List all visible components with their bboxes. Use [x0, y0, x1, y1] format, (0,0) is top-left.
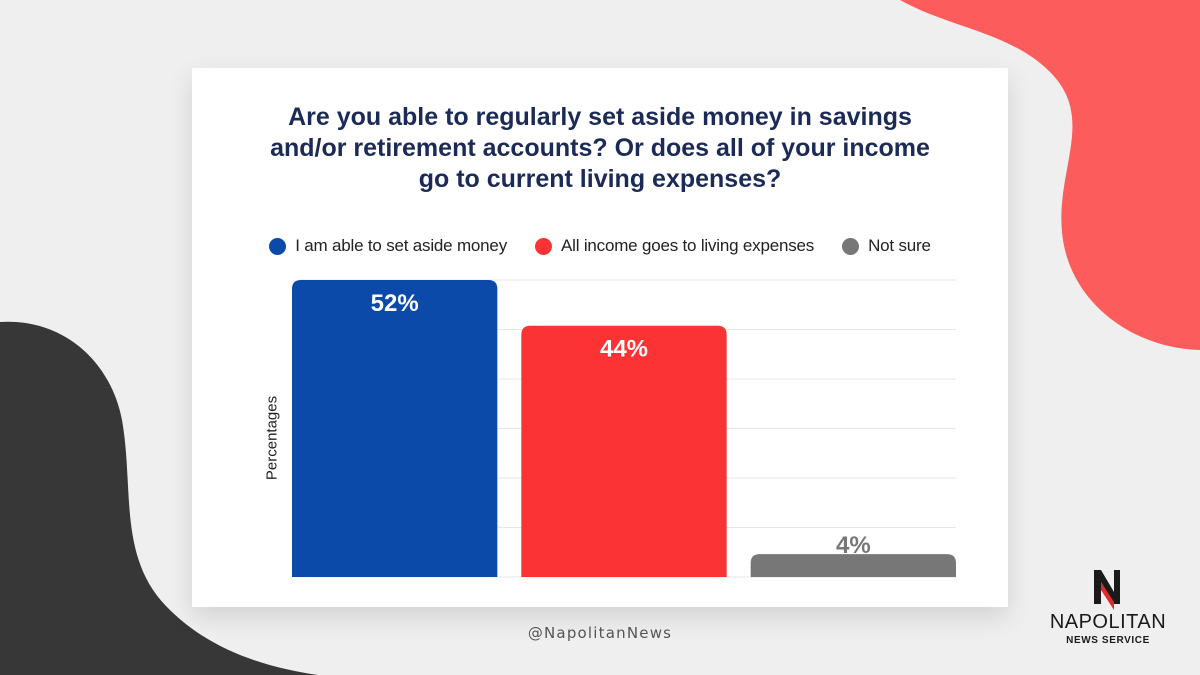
legend-label: I am able to set aside money: [295, 236, 507, 255]
dark-blob: [0, 321, 318, 675]
napolitan-n-icon: [1094, 570, 1120, 610]
legend-label: All income goes to living expenses: [561, 236, 815, 255]
legend-swatch: [269, 237, 287, 255]
chart-title: Are you able to regularly set aside mone…: [270, 103, 930, 193]
chart-legend: I am able to set aside money All income g…: [192, 234, 1008, 258]
social-handle: @NapolitanNews: [527, 624, 673, 642]
legend-label: Not sure: [868, 236, 931, 255]
bar: [521, 325, 727, 577]
legend-swatch: [535, 237, 552, 255]
chart-card: Are you able to regularly set aside mone…: [192, 68, 1008, 607]
legend-swatch: [842, 237, 860, 255]
bar-chart: 52% 44% 4%: [292, 279, 956, 578]
bar-value-label: 4%: [836, 532, 871, 559]
bar: [750, 554, 956, 577]
legend-item: Not sure: [842, 236, 931, 256]
bar-value-label: 52%: [371, 290, 419, 317]
logo-subtitle: NEWS SERVICE: [1066, 635, 1150, 646]
legend-item: I am able to set aside money: [269, 236, 507, 256]
bar-value-label: 44%: [600, 336, 648, 363]
legend-item: All income goes to living expenses: [535, 236, 814, 256]
bar: [292, 280, 498, 577]
logo-name: NAPOLITAN: [1049, 611, 1167, 633]
napolitan-logo: NAPOLITAN NEWS SERVICE: [1044, 566, 1172, 650]
coral-blob: [900, 0, 1200, 350]
